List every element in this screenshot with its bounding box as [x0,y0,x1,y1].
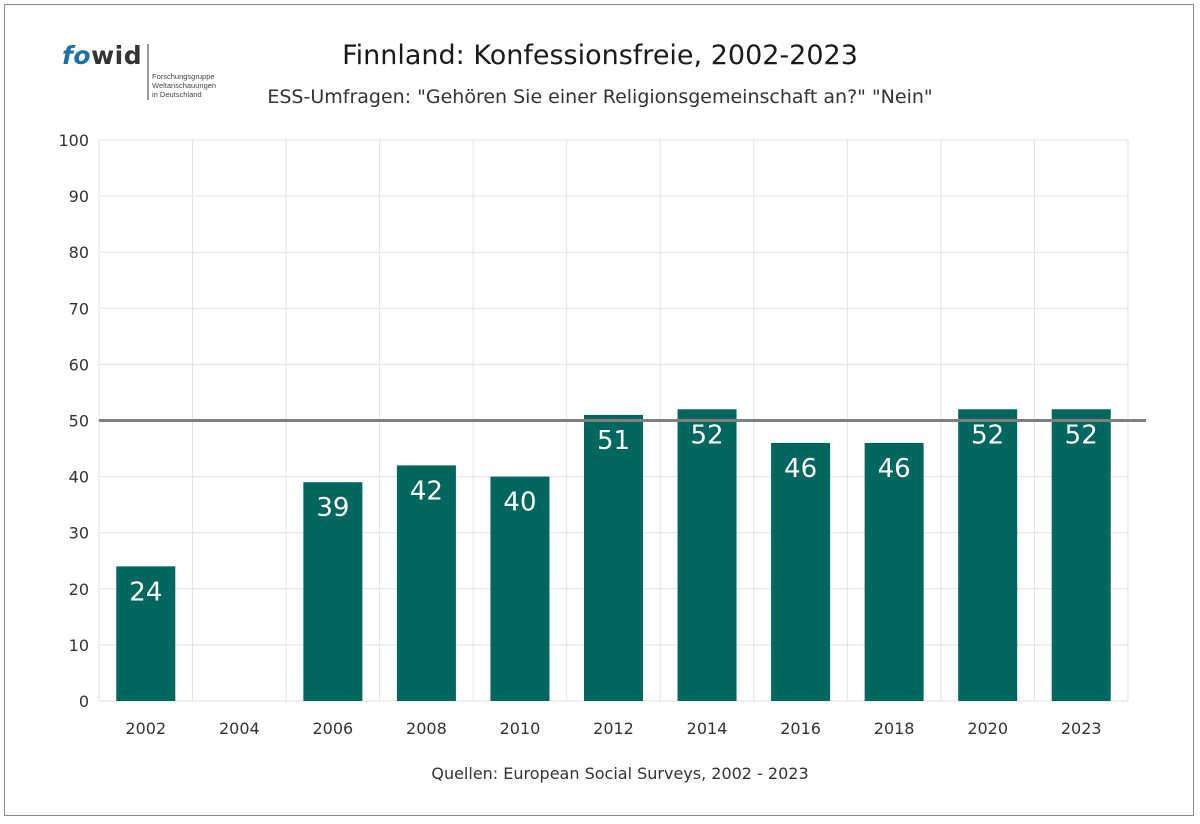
y-tick-label: 0 [79,692,89,711]
x-tick-label: 2010 [500,719,541,738]
bar [771,442,831,701]
bar [303,482,363,701]
x-tick-label: 2023 [1061,719,1102,738]
chart-subtitle: ESS-Umfragen: "Gehören Sie einer Religio… [267,86,933,108]
bar [396,465,456,701]
data-label: 52 [971,420,1004,450]
bar [490,476,550,701]
bar [1051,409,1111,701]
chart-title: Finnland: Konfessionsfreie, 2002-2023 [342,40,858,71]
data-label: 40 [503,488,536,518]
bar [677,409,737,701]
bar [958,409,1018,701]
x-tick-label: 2018 [874,719,915,738]
x-tick-label: 2006 [313,719,354,738]
y-tick-label: 80 [69,243,89,262]
bar [116,566,176,701]
y-tick-label: 90 [69,187,89,206]
bar [864,442,924,701]
source-note: Quellen: European Social Surveys, 2002 -… [431,764,809,783]
x-tick-label: 2016 [780,719,821,738]
x-tick-label: 2004 [219,719,260,738]
data-label: 46 [878,454,911,484]
x-tick-label: 2014 [687,719,728,738]
logo-tagline: Forschungsgruppe Weltanschauungen in Deu… [152,72,217,99]
y-tick-label: 60 [69,355,89,374]
y-tick-label: 40 [69,468,89,487]
y-tick-label: 20 [69,580,89,599]
fowid-logo: fowid Forschungsgruppe Weltanschauungen … [62,41,216,104]
y-tick-label: 100 [58,131,89,150]
x-tick-label: 2002 [125,719,166,738]
data-label: 52 [1065,420,1098,450]
logo-wordmark: fowid [62,41,143,70]
x-tick-label: 2008 [406,719,447,738]
data-label: 42 [410,476,443,506]
data-label: 39 [316,493,349,523]
data-label: 46 [784,454,817,484]
logo-separator [147,44,149,100]
data-label: 52 [690,420,723,450]
x-tick-label: 2012 [593,719,634,738]
y-tick-label: 50 [69,412,89,431]
y-tick-label: 10 [69,636,89,655]
y-tick-label: 30 [69,524,89,543]
bar [584,414,643,701]
y-tick-label: 70 [69,299,89,318]
data-label: 51 [597,426,630,456]
x-tick-label: 2020 [967,719,1008,738]
data-label: 24 [129,577,162,607]
